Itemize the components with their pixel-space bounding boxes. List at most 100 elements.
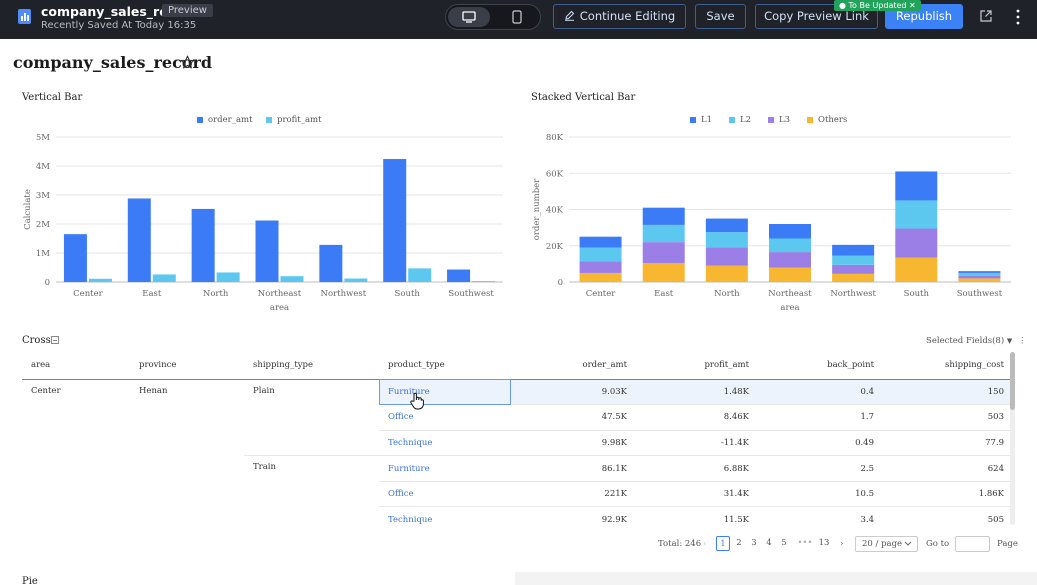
- profit-amt-cell[interactable]: 11.5K: [636, 506, 758, 525]
- y-tick-label: 0: [558, 278, 563, 288]
- mobile-view-button[interactable]: [496, 7, 538, 27]
- external-link-icon[interactable]: [979, 9, 993, 23]
- shipping-type-cell[interactable]: Plain: [244, 379, 379, 457]
- preview-tag: Preview: [162, 4, 213, 17]
- x-tick-label: South: [395, 289, 421, 299]
- back-point-cell[interactable]: 1.7: [758, 404, 883, 431]
- legend-l2[interactable]: L2: [729, 115, 751, 125]
- order-amt-cell[interactable]: 221K: [511, 481, 636, 508]
- column-header[interactable]: shipping_type: [244, 352, 379, 380]
- page-ellipsis[interactable]: •••: [797, 538, 813, 548]
- bar-profit-amt: [280, 276, 304, 282]
- next-page-icon[interactable]: ›: [840, 539, 844, 549]
- selected-fields-dropdown[interactable]: Selected Fields(8) ▼ ⋮: [926, 336, 1026, 346]
- total-count: Total: 246: [658, 539, 702, 549]
- product-type-cell[interactable]: Furniture: [379, 455, 511, 482]
- legend-others[interactable]: Others: [807, 115, 847, 125]
- close-icon[interactable]: ✕: [909, 1, 916, 10]
- table-scrollbar-thumb[interactable]: [1010, 352, 1015, 410]
- order-amt-cell[interactable]: 9.98K: [511, 430, 636, 457]
- column-header[interactable]: profit_amt: [636, 352, 758, 380]
- desktop-view-button[interactable]: [448, 7, 490, 27]
- profit-amt-cell[interactable]: 8.46K: [636, 404, 758, 431]
- legend-l3[interactable]: L3: [768, 115, 790, 125]
- shipping-cost-cell[interactable]: 77.9: [883, 430, 1013, 457]
- x-tick-label: South: [904, 289, 930, 299]
- bar-segment-l1: [895, 171, 938, 201]
- x-tick-label: Northwest: [321, 289, 367, 299]
- save-button[interactable]: Save: [695, 4, 746, 29]
- product-type-cell[interactable]: Technique: [379, 506, 511, 525]
- continue-editing-button[interactable]: Continue Editing: [553, 4, 686, 29]
- shipping-cost-cell[interactable]: 505: [883, 506, 1013, 525]
- prev-page-icon[interactable]: ‹: [703, 539, 707, 549]
- legend-l1[interactable]: L1: [690, 115, 712, 125]
- more-icon[interactable]: [1014, 8, 1022, 26]
- bar-order-amt: [447, 269, 471, 282]
- page-3[interactable]: 3: [751, 538, 757, 548]
- back-point-cell[interactable]: 0.49: [758, 430, 883, 457]
- product-type-cell[interactable]: Furniture: [379, 379, 511, 406]
- y-axis-label: order_number: [532, 178, 542, 240]
- page-size-select[interactable]: 20 / page: [855, 536, 918, 552]
- y-axis-label: Calculate: [23, 189, 33, 230]
- bar-segment-l2: [705, 232, 748, 248]
- to-be-updated-label: To Be Updated: [848, 1, 907, 10]
- column-header[interactable]: order_amt: [511, 352, 636, 380]
- legend-profit-amt[interactable]: profit_amt: [266, 115, 322, 125]
- column-header[interactable]: product_type: [379, 352, 511, 380]
- x-axis-label: area: [270, 303, 289, 313]
- profit-amt-cell[interactable]: -11.4K: [636, 430, 758, 457]
- table-scrollbar[interactable]: [1010, 352, 1015, 525]
- x-tick-label: Northwest: [830, 289, 876, 299]
- page-5[interactable]: 5: [781, 538, 787, 548]
- collapse-icon[interactable]: [51, 336, 59, 344]
- goto-page-input[interactable]: [955, 536, 990, 552]
- back-point-cell[interactable]: 10.5: [758, 481, 883, 508]
- continue-editing-label: Continue Editing: [579, 9, 676, 23]
- bar-order-amt: [383, 159, 407, 282]
- province-cell[interactable]: Henan: [130, 379, 244, 525]
- x-tick-label: Center: [586, 289, 616, 299]
- bar-segment-l3: [832, 264, 875, 274]
- shipping-cost-cell[interactable]: 503: [883, 404, 1013, 431]
- order-amt-cell[interactable]: 47.5K: [511, 404, 636, 431]
- shipping-type-cell[interactable]: Train: [244, 455, 379, 525]
- column-header[interactable]: province: [130, 352, 244, 380]
- back-point-cell[interactable]: 3.4: [758, 506, 883, 525]
- product-type-cell[interactable]: Office: [379, 404, 511, 431]
- bar-profit-amt: [152, 274, 176, 282]
- shipping-cost-cell[interactable]: 150: [883, 379, 1013, 406]
- profit-amt-cell[interactable]: 1.48K: [636, 379, 758, 406]
- order-amt-cell[interactable]: 92.9K: [511, 506, 636, 525]
- page-1[interactable]: 1: [716, 536, 730, 551]
- x-tick-label: Southwest: [448, 289, 494, 299]
- info-icon: ●: [839, 1, 846, 10]
- goto-label: Go to: [926, 539, 950, 549]
- bar-profit-amt: [408, 268, 432, 282]
- bar-segment-l1: [642, 207, 685, 225]
- copy-preview-link-button[interactable]: Copy Preview Link: [755, 4, 878, 29]
- shipping-cost-cell[interactable]: 624: [883, 455, 1013, 482]
- phone-icon: [512, 10, 522, 24]
- more-vertical-icon[interactable]: ⋮: [1017, 336, 1027, 346]
- order-amt-cell[interactable]: 86.1K: [511, 455, 636, 482]
- back-point-cell[interactable]: 2.5: [758, 455, 883, 482]
- star-icon[interactable]: [180, 55, 195, 70]
- profit-amt-cell[interactable]: 31.4K: [636, 481, 758, 508]
- profit-amt-cell[interactable]: 6.88K: [636, 455, 758, 482]
- column-header[interactable]: area: [22, 352, 130, 380]
- product-type-cell[interactable]: Technique: [379, 430, 511, 457]
- page-2[interactable]: 2: [736, 538, 742, 548]
- device-switch: [445, 4, 541, 30]
- legend-order-amt[interactable]: order_amt: [197, 115, 253, 125]
- back-point-cell[interactable]: 0.4: [758, 379, 883, 406]
- product-type-cell[interactable]: Office: [379, 481, 511, 508]
- page-4[interactable]: 4: [766, 538, 772, 548]
- order-amt-cell[interactable]: 9.03K: [511, 379, 636, 406]
- shipping-cost-cell[interactable]: 1.86K: [883, 481, 1013, 508]
- page-13[interactable]: 13: [818, 538, 830, 548]
- area-cell[interactable]: Center: [22, 379, 130, 525]
- column-header[interactable]: shipping_cost: [883, 352, 1013, 380]
- column-header[interactable]: back_point: [758, 352, 883, 380]
